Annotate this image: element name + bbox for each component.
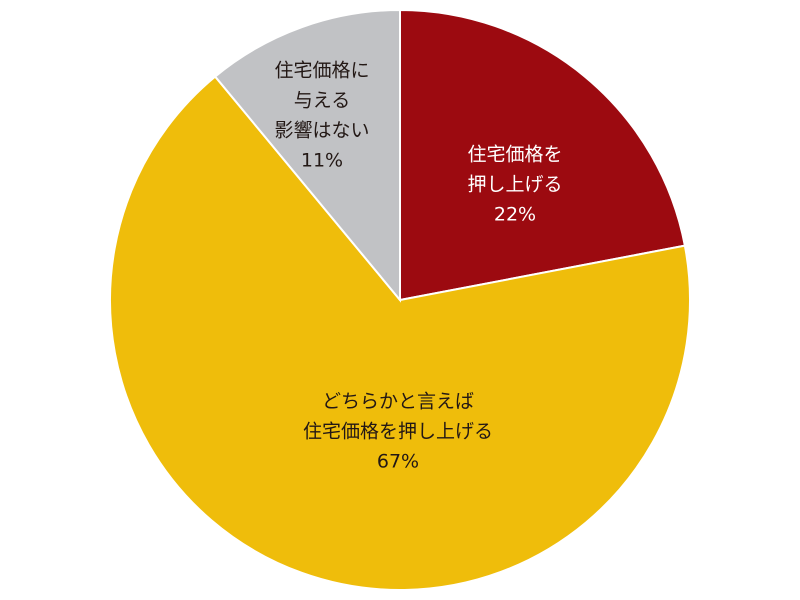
slice-label: 住宅価格に: [274, 60, 369, 82]
pie-slice: [109, 75, 691, 591]
pie-slice: [399, 8, 687, 302]
value-label: 22%: [494, 204, 536, 226]
pie-slice: [213, 8, 401, 303]
slice-label: 与える: [294, 90, 350, 112]
slice-label: 押し上げる: [467, 174, 562, 196]
value-label: 67%: [377, 451, 419, 473]
value-label: 11%: [301, 150, 343, 172]
slice-label: 影響はない: [274, 120, 369, 142]
slice-label: 住宅価格を: [467, 144, 562, 166]
slice-label: どちらかと言えば: [322, 391, 474, 413]
slice-label: 住宅価格を押し上げる: [303, 421, 493, 443]
